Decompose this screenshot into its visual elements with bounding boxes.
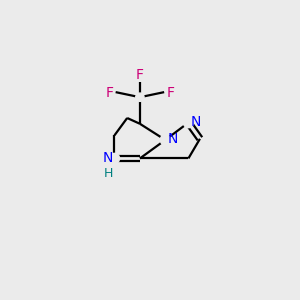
Text: N: N bbox=[167, 133, 178, 146]
Text: H: H bbox=[103, 167, 112, 180]
Text: N: N bbox=[190, 115, 201, 129]
Circle shape bbox=[136, 93, 144, 101]
Text: F: F bbox=[166, 85, 174, 100]
Circle shape bbox=[110, 153, 120, 164]
Text: N: N bbox=[102, 151, 112, 165]
Circle shape bbox=[160, 135, 170, 145]
Text: F: F bbox=[136, 68, 144, 82]
Text: F: F bbox=[106, 85, 114, 100]
Circle shape bbox=[183, 118, 194, 128]
